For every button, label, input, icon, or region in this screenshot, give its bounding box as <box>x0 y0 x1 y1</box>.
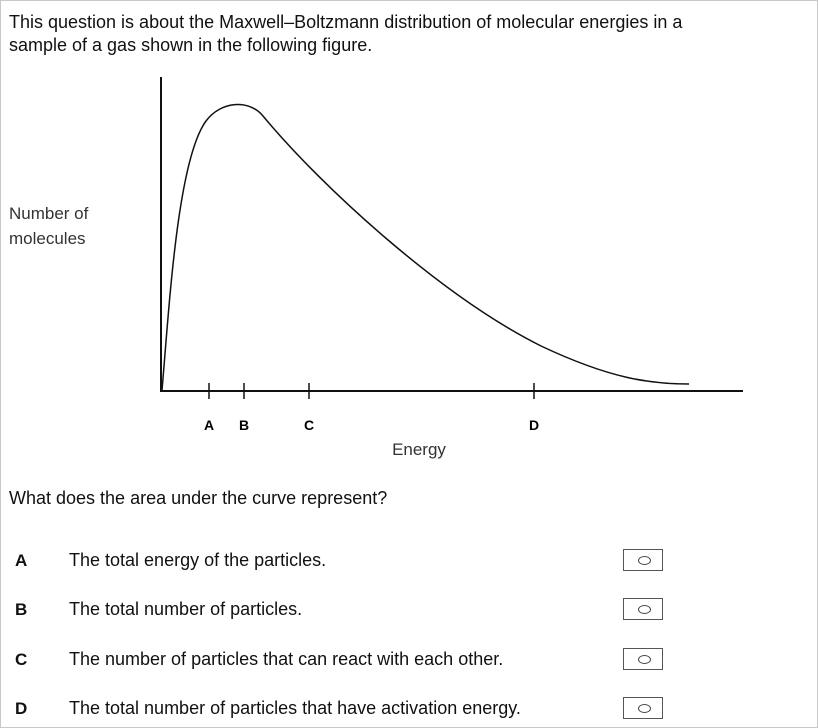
option-letter: B <box>15 600 28 619</box>
tick-label: C <box>304 417 314 433</box>
option-letter: A <box>15 551 28 570</box>
tick-label: D <box>529 417 539 433</box>
option-text: The total number of particles. <box>69 599 303 619</box>
option-text: The number of particles that can react w… <box>69 649 504 669</box>
intro-line: This question is about the Maxwell–Boltz… <box>9 12 683 32</box>
tick-label: B <box>239 417 249 433</box>
x-label: Energy <box>392 440 446 459</box>
intro-line: sample of a gas shown in the following f… <box>9 35 373 55</box>
y-label-line: molecules <box>9 229 86 248</box>
figure: A B C D Energy Number of molecules <box>9 77 743 459</box>
option-text: The total number of particles that have … <box>69 698 521 718</box>
option-checkbox[interactable] <box>623 648 663 670</box>
option-letter: D <box>15 699 28 718</box>
option-letter: C <box>15 650 28 669</box>
option-checkbox[interactable] <box>623 598 663 620</box>
prompt: What does the area under the curve repre… <box>9 488 388 508</box>
distribution-curve <box>161 103 690 391</box>
option-checkbox[interactable] <box>623 697 663 719</box>
tick-label: A <box>204 417 214 433</box>
y-label-line: Number of <box>9 204 89 223</box>
option-checkbox[interactable] <box>623 549 663 571</box>
ticks <box>208 383 535 399</box>
option-text: The total energy of the particles. <box>69 550 327 570</box>
